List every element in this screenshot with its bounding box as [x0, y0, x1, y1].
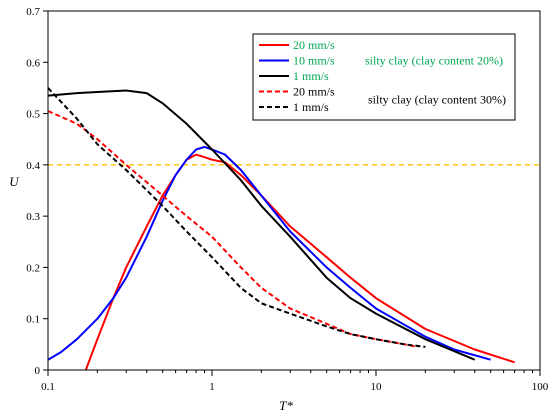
y-axis-label: U	[9, 174, 20, 189]
y-tick-label: 0.4	[26, 160, 40, 172]
y-tick-label: 0.3	[26, 211, 40, 223]
legend-box	[252, 33, 516, 121]
x-tick-label: 1	[209, 381, 215, 393]
y-tick-label: 0.2	[26, 262, 40, 274]
legend-label-5: 1 mm/s	[293, 100, 329, 114]
legend-group-label-1: silty clay (clay content 20%)	[365, 54, 503, 68]
y-tick-label: 0.5	[26, 109, 40, 121]
y-tick-label: 0.1	[26, 314, 40, 326]
series-line-3	[47, 89, 476, 361]
x-tick-label: 10	[371, 381, 383, 393]
axes: 00.10.20.30.40.50.60.70.1 1 10 100	[26, 6, 549, 393]
x-axis-label: T*	[279, 398, 293, 413]
y-tick-label: 0	[35, 365, 41, 377]
legend-label-3: 1 mm/s	[293, 69, 329, 83]
legend-label-4: 20 mm/s	[293, 85, 335, 99]
series-line-4	[47, 110, 419, 348]
series-line-2	[47, 145, 491, 361]
legend-group-label-2: silty clay (clay content 30%)	[368, 92, 506, 106]
plot-area	[47, 87, 540, 371]
y-tick-label: 0.7	[26, 6, 40, 18]
y-tick-label: 0.6	[26, 57, 40, 69]
legend-label-1: 20 mm/s	[293, 38, 335, 52]
series-line-1	[84, 153, 515, 371]
plot-frame	[47, 10, 541, 371]
x-tick-label: 0.1	[41, 381, 55, 393]
legend-label-2: 10 mm/s	[293, 54, 335, 68]
x-tick-label: 100	[532, 381, 549, 393]
